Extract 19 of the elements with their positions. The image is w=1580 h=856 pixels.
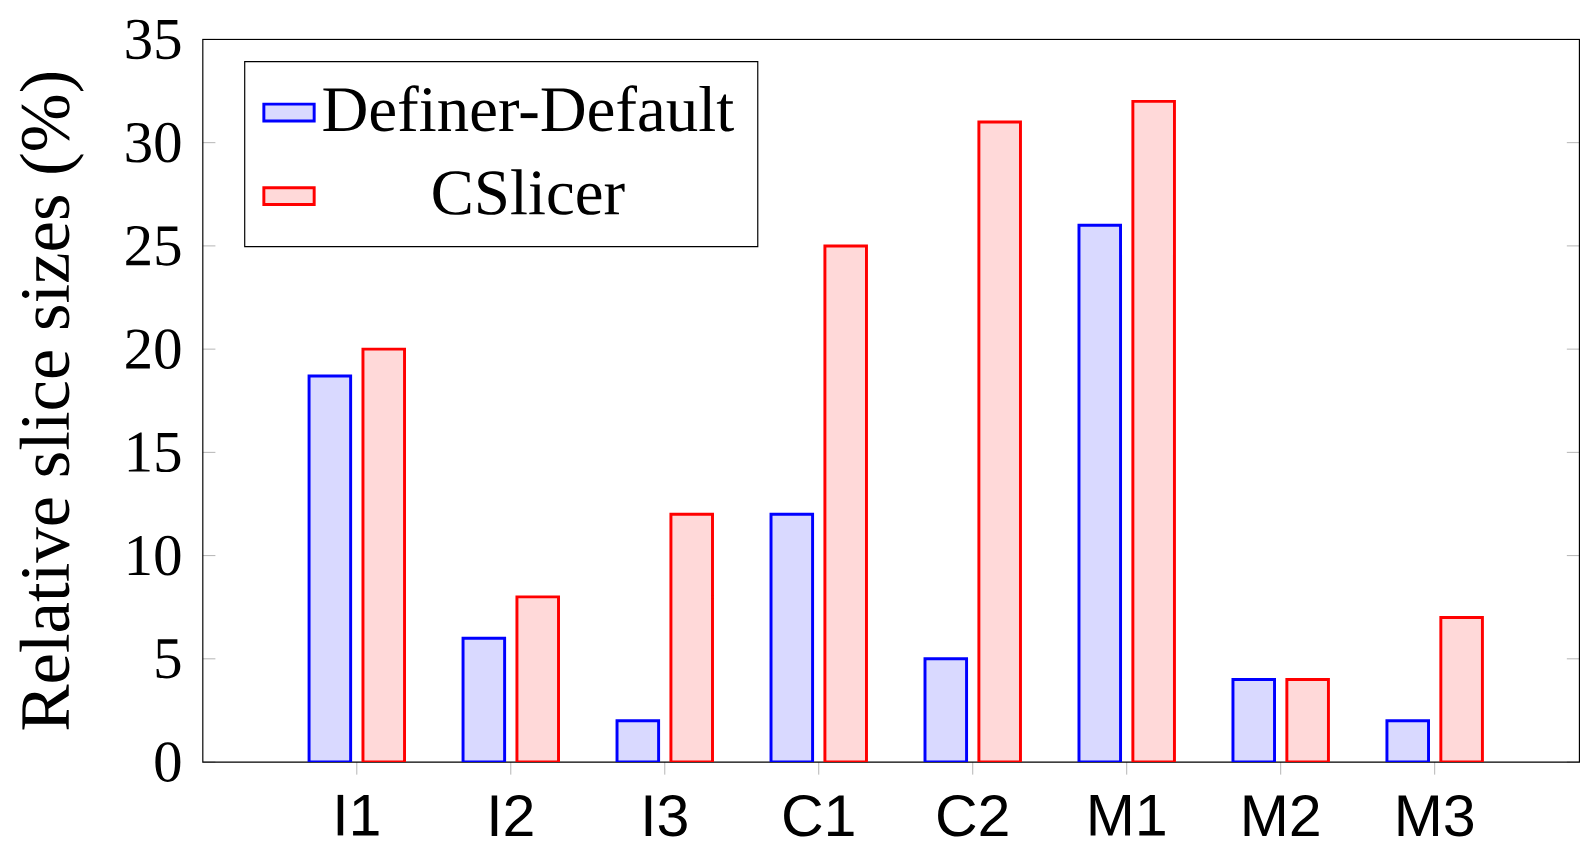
x-tick-label: C1 (784, 794, 854, 837)
legend-label: Definer-Default (323, 85, 734, 132)
y-tick-label: 10 (128, 535, 181, 576)
x-tick-label: I1 (337, 794, 379, 836)
y-tick-label: 0 (155, 742, 181, 782)
x-tick-label: I3 (645, 794, 687, 837)
y-tick-label: 20 (126, 329, 181, 369)
y-tick-label: 30 (126, 122, 181, 163)
y-tick-label: 25 (126, 226, 181, 266)
y-tick-label: 5 (156, 639, 181, 679)
x-tick-label: M1 (1090, 794, 1165, 836)
x-tick-label: M3 (1398, 794, 1474, 837)
y-axis-title: Relative slice sizes (%) (19, 72, 84, 730)
x-tick-label: M2 (1244, 794, 1319, 836)
x-tick-label: C2 (938, 794, 1008, 837)
y-tick-label: 15 (128, 432, 181, 472)
y-tick-label: 35 (126, 19, 181, 60)
x-tick-label: I2 (491, 794, 533, 836)
legend-label: CSlicer (433, 169, 625, 215)
